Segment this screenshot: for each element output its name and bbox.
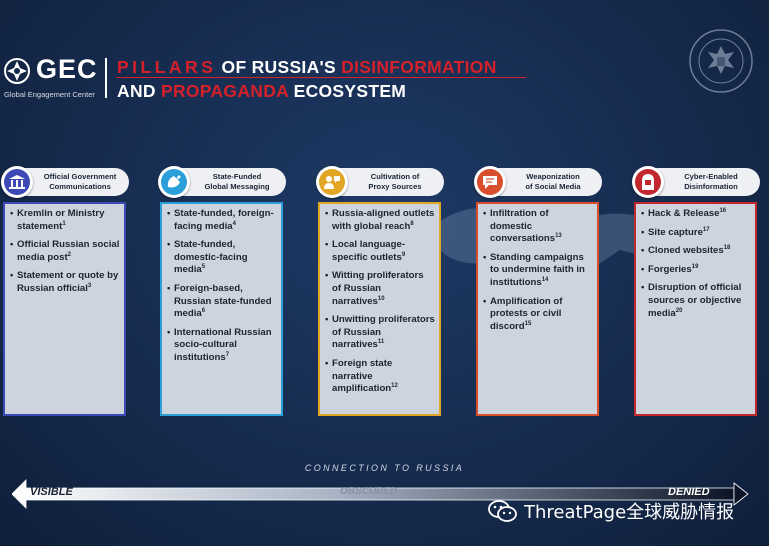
state-department-seal-icon [689, 29, 753, 93]
spectrum-label-obscured: OBSCURED [340, 486, 398, 497]
list-item: Unwitting proliferators of Russian narra… [325, 314, 435, 352]
list-item: Local language-specific outlets9 [325, 239, 435, 264]
satellite-dish-icon [161, 169, 187, 195]
connection-caption: CONNECTION TO RUSSIA [304, 463, 465, 473]
gec-logo-text: GEC [36, 54, 98, 84]
government-building-icon [4, 169, 30, 195]
list-item: Amplification of protests or civil disco… [483, 296, 593, 334]
list-item: Statement or quote by Russian official3 [10, 270, 120, 295]
list-item: Kremlin or Ministry statement1 [10, 208, 120, 233]
spectrum-label-visible: VISIBLE [30, 486, 73, 498]
list-item: Hack & Release16 [641, 208, 751, 221]
gec-logo-subtitle: Global Engagement Center [4, 90, 95, 99]
header-divider [105, 58, 107, 98]
list-item: State-funded, domestic-facing media5 [167, 239, 277, 277]
list-item: Official Russian social media post2 [10, 239, 120, 264]
list-item: State-funded, foreign-facing media4 [167, 208, 277, 233]
chat-bubble-icon [477, 169, 503, 195]
proxy-people-icon [319, 169, 345, 195]
pillar-items-box: Hack & Release16 Site capture17 Cloned w… [634, 202, 757, 416]
list-item: Cloned websites18 [641, 245, 751, 258]
list-item: Disruption of official sources or object… [641, 282, 751, 320]
pillar-items-box: State-funded, foreign-facing media4 Stat… [160, 202, 283, 416]
title-underline [116, 77, 526, 78]
pillar-items-box: Infiltration of domestic conversations13… [476, 202, 599, 416]
spectrum-label-denied: DENIED [668, 486, 710, 498]
visibility-spectrum-arrow [12, 479, 749, 509]
list-item: Witting proliferators of Russian narrati… [325, 270, 435, 308]
gec-star-icon [4, 58, 30, 84]
watermark: ThreatPage全球威胁情报 [488, 497, 734, 525]
list-item: Infiltration of domestic conversations13 [483, 208, 593, 246]
title-line-1: PILLARS OF RUSSIA'S DISINFORMATION [117, 57, 497, 77]
list-item: Foreign-based, Russian state-funded medi… [167, 283, 277, 321]
list-item: Russia-aligned outlets with global reach… [325, 208, 435, 233]
list-item: International Russian socio-cultural ins… [167, 327, 277, 365]
title-line-2: AND PROPAGANDA ECOSYSTEM [117, 81, 407, 101]
page-title: PILLARS OF RUSSIA'S DISINFORMATION AND P… [117, 55, 497, 103]
wechat-icon [488, 500, 517, 522]
list-item: Site capture17 [641, 226, 751, 240]
watermark-text: ThreatPage全球威胁情报 [524, 502, 735, 523]
list-item: Forgeries19 [641, 264, 751, 277]
hacker-icon [635, 169, 661, 195]
pillar-items-box: Kremlin or Ministry statement1 Official … [3, 202, 126, 416]
list-item: Standing campaigns to undermine faith in… [483, 252, 593, 290]
gec-logo: GEC Global Engagement Center [4, 54, 114, 102]
pillar-items-box: Russia-aligned outlets with global reach… [318, 202, 441, 416]
list-item: Foreign state narrative amplification12 [325, 358, 435, 396]
